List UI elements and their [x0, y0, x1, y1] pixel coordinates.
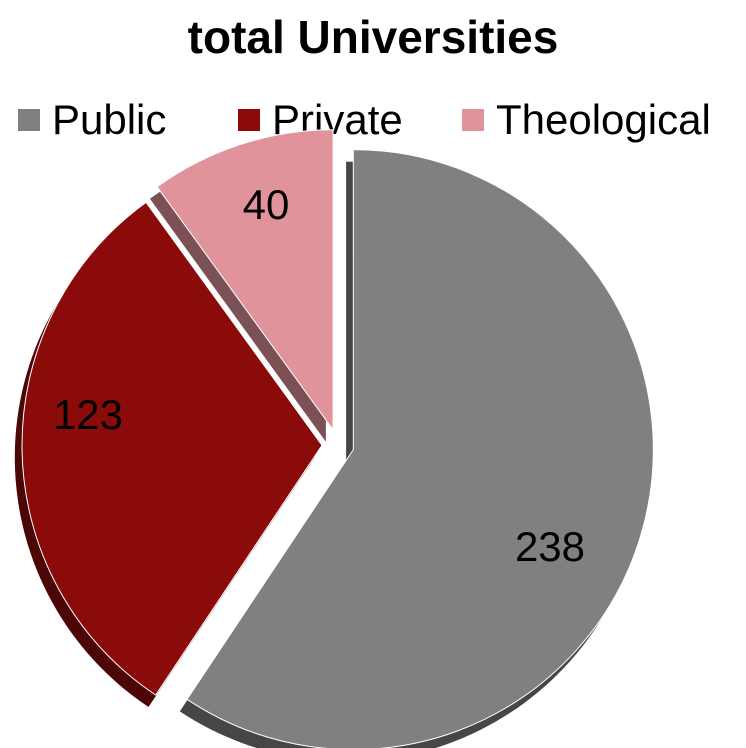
data-label-theological: 40: [243, 181, 290, 228]
legend-swatch-public: [18, 109, 40, 131]
pie-slice-theological: [156, 129, 334, 432]
data-label-public: 238: [515, 523, 585, 570]
legend-label-theological: Theological: [496, 96, 711, 143]
legend-label-public: Public: [52, 96, 167, 143]
data-label-private: 123: [53, 391, 123, 438]
pie-slice-private: [21, 201, 323, 696]
legend-swatch-private: [238, 109, 260, 131]
legend-swatch-theological: [462, 109, 484, 131]
legend-item-theological: Theological: [462, 90, 711, 150]
pie-slice-public: [186, 149, 654, 748]
legend-item-public: Public: [18, 90, 166, 150]
chart-title: total Universities: [187, 11, 559, 63]
